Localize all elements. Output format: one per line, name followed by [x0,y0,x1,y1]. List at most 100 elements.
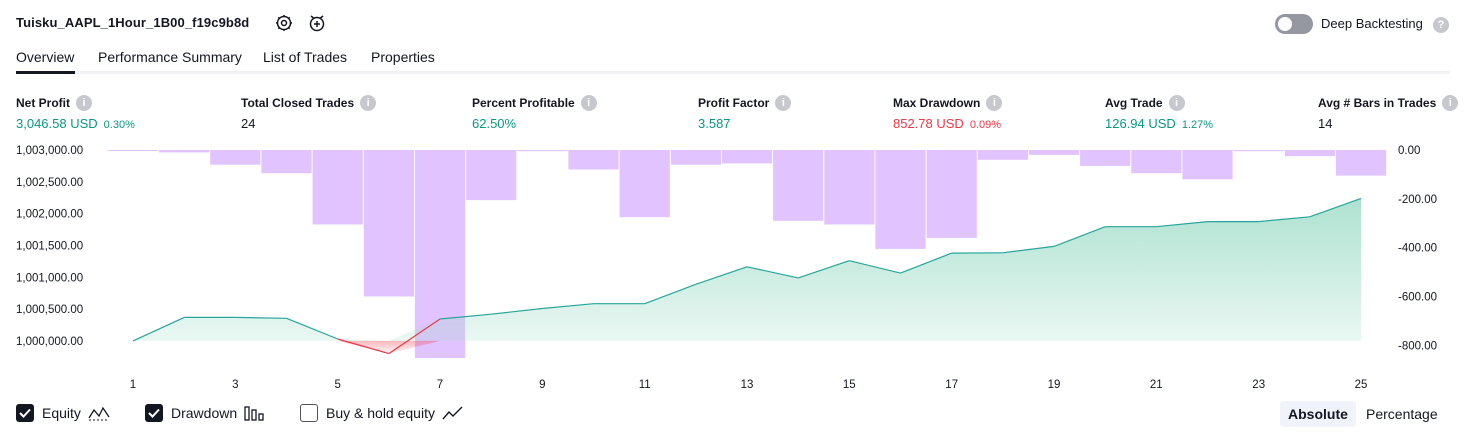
x-axis-tick-label: 7 [437,379,443,391]
gear-icon[interactable] [274,13,294,33]
bar-chart-icon [244,406,264,421]
drawdown-bar [1131,150,1182,174]
right-axis-tick-label: 0.00 [1398,145,1420,157]
drawdown-bar [1080,150,1131,166]
drawdown-bar [363,150,414,297]
legend-equity[interactable]: Equity [16,404,110,422]
equity-segment [1309,197,1362,218]
equity-segment [235,316,287,319]
metric-total-closed-trades: Total Closed Trades i 24 [241,95,377,131]
x-axis-tick-label: 13 [741,379,754,391]
x-axis-tick-label: 25 [1355,379,1368,391]
equity-segment [746,266,799,279]
equity-segment [900,252,952,274]
left-axis-tick-label: 1,003,000.00 [16,145,83,157]
equity-area-negative [133,340,1361,354]
equity-segment [388,318,441,355]
add-alert-icon[interactable] [307,13,327,33]
deep-backtesting-toggle[interactable] [1275,14,1313,34]
metric-max-drawdown: Max Drawdown i 852.78 USD 0.09% [893,95,1003,131]
right-axis: 0.00 -200.00 -400.00 -600.00 -800.00 [1398,145,1437,352]
metric-label: Max Drawdown [893,96,981,110]
strategy-title: Tuisku_AAPL_1Hour_1B00_f19c9b8d [16,15,250,30]
metric-label: Avg Trade [1105,96,1163,110]
equity-line [132,197,1362,355]
drawdown-bar [977,150,1028,160]
x-axis-tick-label: 21 [1150,379,1163,391]
equity-chart[interactable]: 1,003,000.00 1,002,500.00 1,002,000.00 1,00… [0,140,1466,398]
metric-percent: 1.27% [1181,119,1214,131]
equity-line-icon [88,406,110,421]
metric-value: 3.587 [698,116,731,131]
drawdown-bar [824,150,875,225]
drawdown-bar [1284,150,1335,157]
percentage-button[interactable]: Percentage [1366,406,1438,422]
equity-segment [1156,221,1208,228]
metric-percent-profitable: Percent Profitable i 62.50% [472,95,597,131]
right-axis-tick-label: -200.00 [1398,194,1437,206]
right-axis-tick-label: -600.00 [1398,292,1437,304]
equity-segment [337,338,389,355]
legend-buy-hold[interactable]: Buy & hold equity [300,404,464,422]
tab-overview[interactable]: Overview [16,49,75,65]
legend-buy-hold-label: Buy & hold equity [326,405,435,421]
question-icon[interactable]: i [986,95,1003,111]
drawdown-bar [568,150,619,170]
drawdown-bar [1028,150,1080,155]
left-axis-tick-label: 1,002,500.00 [16,177,83,189]
metric-label: Avg # Bars in Trades [1318,96,1437,110]
drawdown-bar [1182,150,1233,180]
drawdown-bar [517,150,568,152]
metric-value: 126.94 USD [1105,116,1176,131]
question-icon[interactable]: i [775,95,792,111]
tab-performance-summary[interactable]: Performance Summary [98,49,242,65]
metric-avg-bars-in-trades: Avg # Bars in Trades i 14 [1318,95,1459,131]
equity-segment [286,317,338,340]
question-icon[interactable]: i [580,95,597,111]
metric-percent: 0.30% [103,119,135,131]
metric-value: 852.78 USD [893,116,964,131]
equity-checkbox[interactable] [16,404,34,422]
equity-segment [491,307,543,315]
metric-label: Total Closed Trades [241,96,355,110]
absolute-button[interactable]: Absolute [1280,401,1356,427]
question-icon[interactable]: i [360,95,377,111]
left-axis: 1,003,000.00 1,002,500.00 1,002,000.00 1,00… [16,145,83,348]
left-axis-tick-label: 1,000,500.00 [16,304,83,316]
drawdown-bar [466,150,517,201]
x-axis-tick-label: 1 [130,379,136,391]
x-axis-tick-label: 17 [945,379,958,391]
drawdown-checkbox[interactable] [145,404,163,422]
equity-area [133,198,1361,354]
metric-profit-factor: Profit Factor i 3.587 [698,95,792,131]
legend-equity-label: Equity [42,405,81,421]
drawdown-bar [619,150,670,218]
equity-segment [1053,226,1106,247]
x-axis-tick-label: 3 [232,379,238,391]
x-axis-tick-label: 5 [334,379,340,391]
drawdown-bar [261,150,312,174]
question-icon[interactable]: ? [1433,17,1449,33]
legend-drawdown[interactable]: Drawdown [145,404,266,422]
x-axis-tick-label: 9 [539,379,545,391]
tab-properties[interactable]: Properties [371,49,435,65]
question-icon[interactable]: i [1442,95,1459,111]
trend-line-icon [442,406,463,420]
equity-area-positive [133,198,1361,341]
equity-segment [798,260,850,279]
report-tabs: Overview Performance Summary List of Tra… [16,40,1450,74]
equity-segment [1258,216,1310,223]
buy-hold-checkbox[interactable] [300,404,318,422]
metric-value: 3,046.58 USD [16,116,98,131]
question-icon[interactable]: i [76,95,92,111]
metric-label: Percent Profitable [472,96,575,110]
x-axis-tick-label: 23 [1252,379,1265,391]
metric-avg-trade: Avg Trade i 126.94 USD 1.27% [1105,95,1213,131]
equity-segment [132,316,185,342]
question-icon[interactable]: i [1168,95,1185,111]
drawdown-bar [875,150,926,249]
left-axis-tick-label: 1,000,000.00 [16,336,83,348]
equity-segment [849,260,901,274]
tab-list-of-trades[interactable]: List of Trades [263,49,348,65]
drawdown-bar [670,150,721,165]
